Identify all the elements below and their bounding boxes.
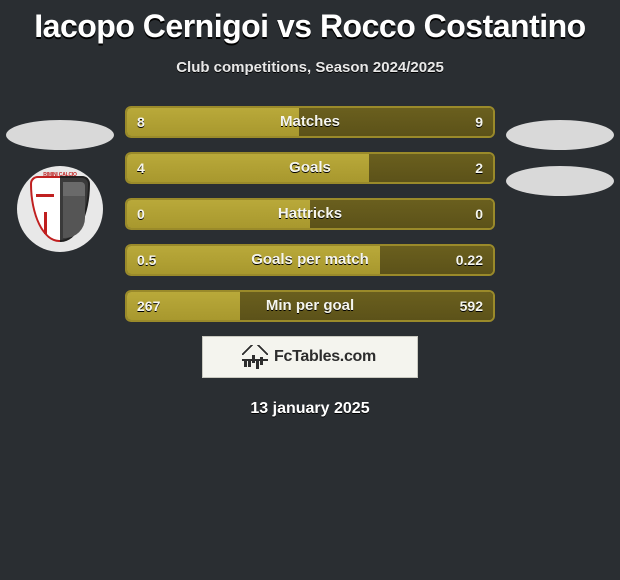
chart-icon [244,347,268,367]
stat-bar: 42Goals [125,152,495,184]
player-photo-placeholder-right-1 [506,120,614,150]
brand-text: FcTables.com [274,348,376,366]
player-photo-placeholder-right-2 [506,166,614,196]
stat-label: Goals per match [127,246,493,274]
right-player-column [505,120,615,212]
stat-bar: 0.50.22Goals per match [125,244,495,276]
date-label: 13 january 2025 [0,400,620,418]
stat-bar: 267592Min per goal [125,290,495,322]
stat-label: Min per goal [127,292,493,320]
club-badge-left: RIMINI CALCIO [17,166,103,252]
comparison-card: Iacopo Cernigoi vs Rocco Costantino Club… [0,0,620,418]
brand-watermark: FcTables.com [202,336,418,378]
left-player-column: RIMINI CALCIO [5,120,115,252]
shield-icon: RIMINI CALCIO [30,176,90,242]
stats-panel: 89Matches 42Goals 00Hattricks 0.50.22Goals … [125,106,495,322]
subtitle: Club competitions, Season 2024/2025 [0,59,620,76]
stat-label: Goals [127,154,493,182]
stat-label: Hattricks [127,200,493,228]
page-title: Iacopo Cernigoi vs Rocco Costantino [0,8,620,45]
stat-bar: 89Matches [125,106,495,138]
stat-label: Matches [127,108,493,136]
stat-bar: 00Hattricks [125,198,495,230]
player-photo-placeholder-left [6,120,114,150]
